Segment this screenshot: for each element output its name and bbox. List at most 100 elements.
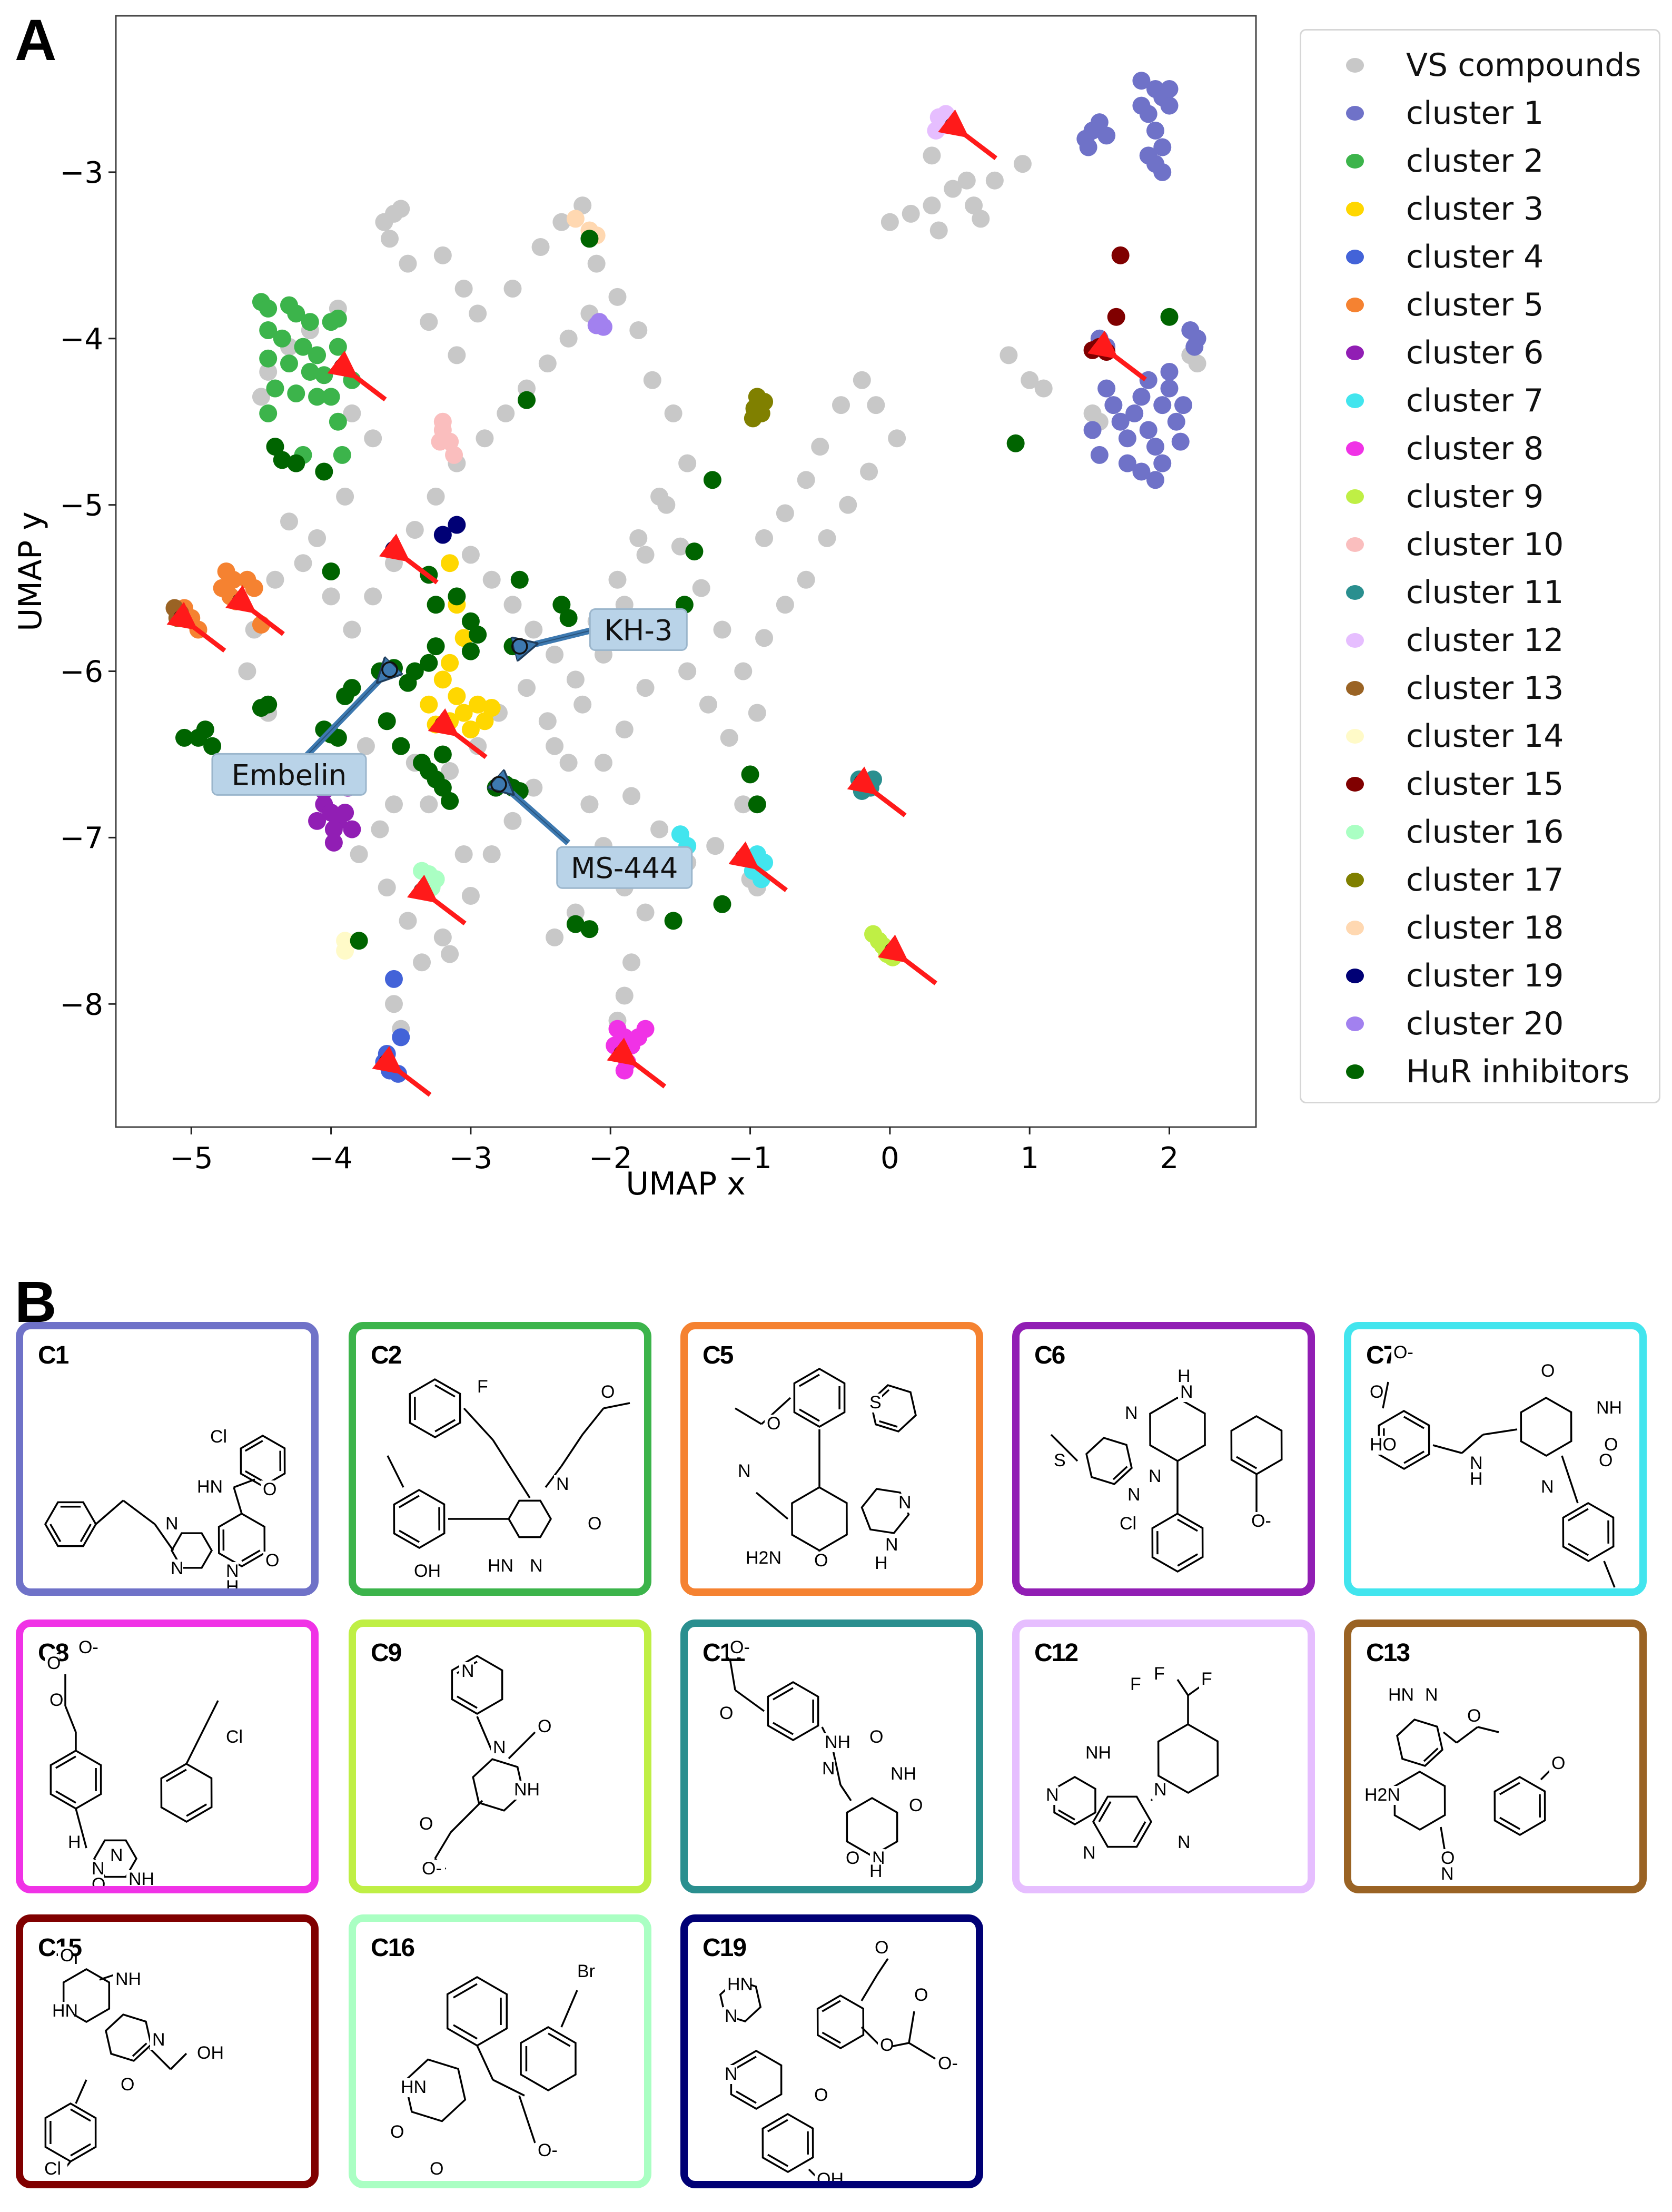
structure-card-title: C6 xyxy=(1034,1341,1065,1369)
atom-label: H xyxy=(226,1577,239,1588)
atom-label: NH xyxy=(825,1732,850,1752)
legend-item: cluster 14 xyxy=(1301,712,1564,760)
annotation-box-embelin xyxy=(211,753,367,796)
panel-a-label: A xyxy=(15,8,57,73)
y-tick-label: −5 xyxy=(60,489,103,523)
series-cluster-2 xyxy=(252,293,361,464)
chart-legend: VS compounds cluster 1 cluster 2 cluster 3 c… xyxy=(1300,29,1660,1103)
atom-label: N xyxy=(1125,1403,1138,1423)
structure-card-c12: C12 F F F NH N N N N xyxy=(1012,1619,1315,1893)
legend-label: cluster 10 xyxy=(1406,526,1564,563)
atom-label: N xyxy=(461,1661,474,1681)
atom-label: OH xyxy=(197,2043,224,2063)
atom-label: OH xyxy=(414,1561,441,1581)
structure-card-c7: C7 O- O HO N H O NH O N O xyxy=(1344,1322,1647,1596)
annotation-label: KH-3 xyxy=(604,614,672,647)
x-tick-label: −3 xyxy=(449,1141,493,1176)
atom-label: HN xyxy=(488,1556,513,1576)
atom-label: O xyxy=(814,1551,828,1571)
legend-item: HuR inhibitors xyxy=(1301,1048,1629,1095)
highlighted-representatives xyxy=(166,109,1147,1097)
legend-marker-icon xyxy=(1346,872,1364,887)
atom-label: O xyxy=(880,2035,894,2055)
legend-label: cluster 17 xyxy=(1406,861,1564,898)
atom-label: N xyxy=(1441,1864,1454,1884)
atom-label: N xyxy=(1541,1477,1554,1497)
red-arrow-icon xyxy=(938,109,997,161)
atom-label: O xyxy=(538,1716,551,1736)
atom-label: O- xyxy=(938,2053,958,2073)
series-cluster-1 xyxy=(1076,72,1206,489)
atom-label: HN xyxy=(401,2077,427,2097)
legend-label: cluster 19 xyxy=(1406,957,1564,994)
atom-label: N xyxy=(493,1737,506,1757)
legend-item: cluster 19 xyxy=(1301,952,1564,1000)
legend-marker-icon xyxy=(1346,105,1364,121)
legend-marker-icon xyxy=(1346,728,1364,744)
legend-label: cluster 12 xyxy=(1406,621,1564,659)
legend-marker-icon xyxy=(1346,441,1364,456)
legend-item: cluster 17 xyxy=(1301,856,1564,904)
x-tick-label: −5 xyxy=(170,1141,213,1176)
x-tick-label: −1 xyxy=(728,1141,772,1176)
legend-label: cluster 14 xyxy=(1406,717,1564,755)
atom-label: NH xyxy=(115,1969,141,1989)
legend-marker-icon xyxy=(1346,393,1364,408)
legend-item: cluster 4 xyxy=(1301,233,1544,281)
atom-label: Cl xyxy=(1120,1514,1136,1534)
structure-card-c8: C8 O- O O Cl H N NH N O xyxy=(16,1619,319,1893)
atom-label: NH xyxy=(514,1780,540,1800)
x-tick-label: 2 xyxy=(1160,1141,1179,1176)
series-cluster-19 xyxy=(384,516,466,559)
legend-marker-icon xyxy=(1346,201,1364,216)
structure-card-c19: C19 O HN N O O O- N O OH xyxy=(680,1914,983,2188)
atom-label: Cl xyxy=(226,1727,243,1747)
legend-label: cluster 16 xyxy=(1406,813,1564,851)
atom-label: N xyxy=(725,2006,738,2026)
atom-label: O- xyxy=(78,1637,98,1657)
legend-label: cluster 4 xyxy=(1406,238,1544,275)
atom-label: O- xyxy=(538,2140,558,2160)
series-cluster-12 xyxy=(927,105,958,140)
atom-label: HN xyxy=(1388,1685,1414,1705)
structure-card-title: C12 xyxy=(1034,1639,1079,1667)
structure-card-c15: C15ONHHNNOHOCl xyxy=(16,1914,319,2188)
atom-label: N xyxy=(885,1535,898,1555)
atom-label: H2N xyxy=(746,1548,781,1568)
legend-label: cluster 18 xyxy=(1406,909,1564,946)
y-tick-label: −8 xyxy=(60,987,103,1022)
highlight-ring xyxy=(334,358,351,376)
x-tick-label: −4 xyxy=(309,1141,353,1176)
atom-label: N xyxy=(1154,1780,1167,1800)
annotation-box-kh-3 xyxy=(589,608,688,651)
atom-label: N xyxy=(165,1514,179,1534)
atom-label: N xyxy=(530,1556,543,1576)
atom-label: Cl xyxy=(210,1427,227,1447)
x-tick-label: 1 xyxy=(1020,1141,1039,1176)
atom-label: NH xyxy=(1596,1398,1622,1418)
atom-label: N xyxy=(1149,1466,1162,1486)
atom-label: N xyxy=(92,1859,105,1879)
legend-marker-icon xyxy=(1346,537,1364,552)
atom-label: O xyxy=(767,1414,780,1434)
atom-label: N xyxy=(152,2030,165,2050)
structure-card-c16: C16 Br HN O O O- xyxy=(349,1914,651,2188)
scatter-points xyxy=(165,72,1206,1083)
atom-label: S xyxy=(1054,1450,1066,1470)
atom-label: HN xyxy=(52,2001,78,2021)
legend-item: cluster 7 xyxy=(1301,377,1544,424)
atom-label: N xyxy=(110,1845,123,1865)
atom-label: F xyxy=(1154,1664,1165,1684)
legend-marker-icon xyxy=(1346,249,1364,264)
atom-label: N xyxy=(1046,1785,1059,1805)
red-arrow-icon xyxy=(728,841,788,892)
legend-label: cluster 3 xyxy=(1406,190,1544,228)
structure-card-c13: C13 HN N O O H2N O N xyxy=(1344,1619,1647,1893)
series-cluster-17 xyxy=(744,388,774,428)
legend-marker-icon xyxy=(1346,1064,1364,1079)
legend-item: cluster 10 xyxy=(1301,520,1564,568)
atom-label: O xyxy=(914,1985,928,2005)
